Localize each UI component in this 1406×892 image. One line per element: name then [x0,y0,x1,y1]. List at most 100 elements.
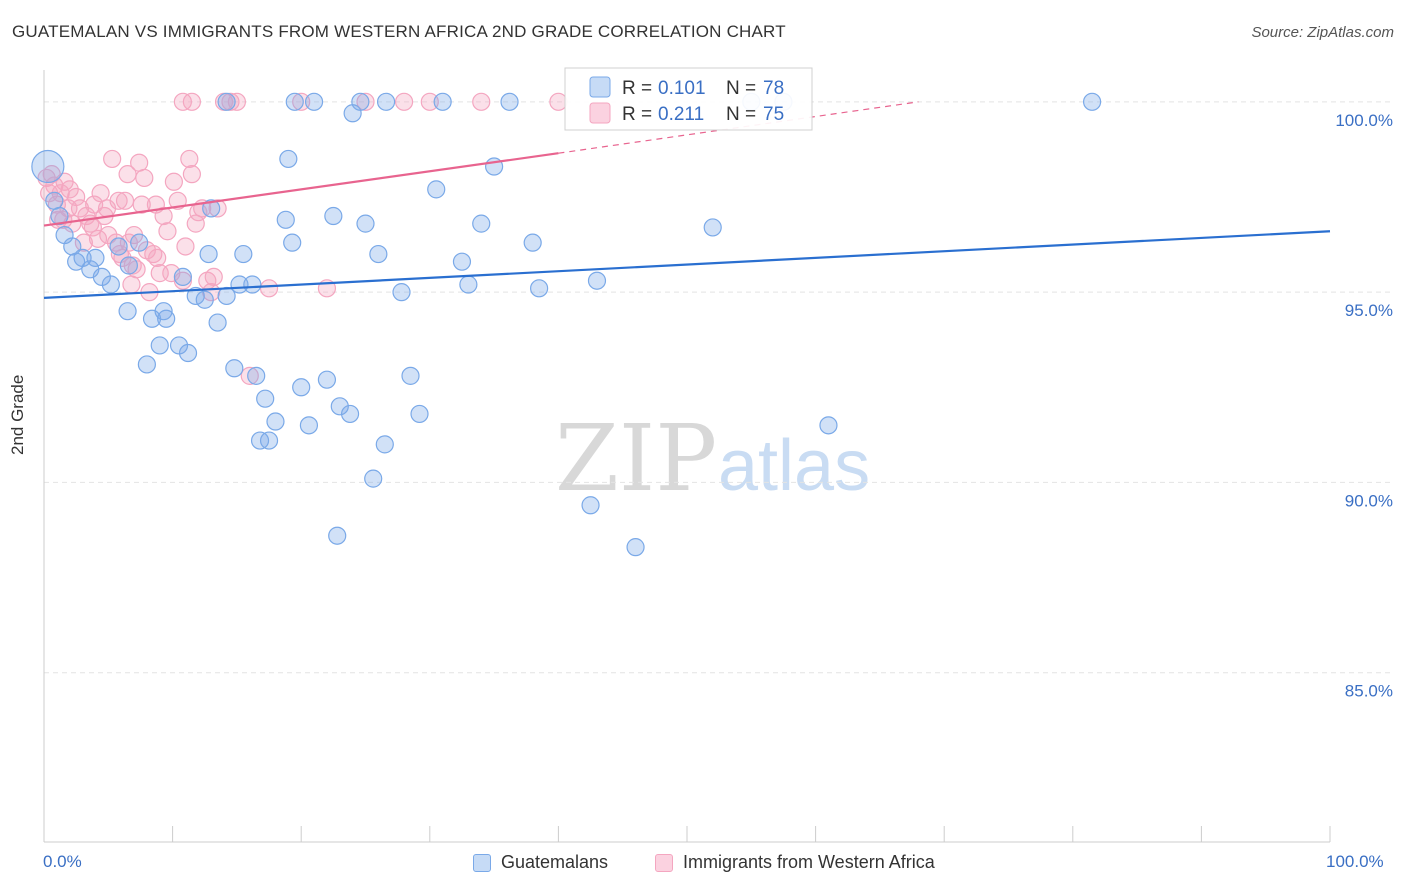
point-wafrica [135,168,154,188]
point-wafrica [148,248,167,267]
point-guatemalans [130,233,149,252]
point-guatemalans [266,412,285,431]
point-guatemalans [137,355,156,374]
point-guatemalans [375,435,394,454]
point-wafrica [180,149,199,169]
point-guatemalans [86,248,105,267]
point-guatemalans [1082,92,1102,111]
point-guatemalans [523,233,542,252]
point-guatemalans [376,92,396,111]
point-guatemalans [157,309,176,328]
point-guatemalans [199,244,218,264]
point-guatemalans [202,199,221,218]
point-guatemalans [392,283,411,302]
point-guatemalans [292,378,311,397]
point-guatemalans [208,313,227,332]
y-tick-label: 95.0% [1345,301,1393,320]
stats-n-label-guatemalans: N = [726,78,756,99]
point-guatemalans [410,404,429,424]
point-wafrica [182,165,201,184]
point-guatemalans [369,244,388,264]
point-guatemalans [530,279,549,298]
stats-n-label-wafrica: N = [726,104,756,125]
point-guatemalans [703,218,722,237]
point-guatemalans [195,290,214,309]
point-guatemalans [401,366,420,385]
point-wafrica [221,92,240,111]
point-wafrica [259,279,279,298]
legend-item-guatemalans[interactable]: Guatemalans [473,852,608,873]
y-tick-label: 85.0% [1345,682,1393,701]
point-wafrica [240,366,259,385]
point-wafrica [549,92,568,111]
point-guatemalans [427,180,446,199]
chart-title: GUATEMALAN VS IMMIGRANTS FROM WESTERN AF… [12,22,786,41]
y-tick-label: 100.0% [1335,111,1393,130]
stats-swatch-guatemalans [589,76,611,98]
point-wafrica [122,275,141,294]
point-wafrica [176,237,195,256]
source-label: Source: ZipAtlas.com [1251,24,1394,41]
legend-swatch-wafrica [655,853,673,872]
stats-r-value-guatemalans: 0.101 [658,78,706,99]
point-guatemalans [472,214,491,233]
point-wafrica [97,199,117,218]
trendline-wafrica [43,152,559,227]
point-guatemalans [243,275,262,294]
point-guatemalans [459,275,478,294]
x-tick-label-max: 100.0% [1326,852,1384,871]
point-guatemalans [283,233,302,252]
stats-r-label-wafrica: R = [622,104,652,125]
point-wafrica [130,153,149,172]
legend-swatch-guatemalans [473,853,491,872]
point-wafrica [60,180,79,199]
point-guatemalans [304,92,324,111]
point-wafrica [123,256,142,275]
point-guatemalans [31,149,65,184]
point-guatemalans [433,92,452,111]
point-wafrica [227,92,246,111]
point-wafrica [88,229,108,248]
point-guatemalans [276,210,295,229]
point-guatemalans [256,389,275,408]
trendline-guatemalans [43,230,1331,299]
point-guatemalans [324,206,343,226]
x-tick-label-min: 0.0% [43,852,82,871]
point-guatemalans [299,416,319,435]
watermark-zip: ZIP [555,405,717,512]
point-guatemalans [317,370,337,389]
point-wafrica [204,267,223,287]
point-guatemalans [587,271,607,290]
watermark-atlas: atlas [718,426,870,506]
point-wafrica [472,92,491,111]
legend-item-wafrica[interactable]: Immigrants from Western Africa [655,852,935,873]
point-wafrica [394,92,414,111]
point-guatemalans [217,92,236,111]
point-guatemalans [178,343,198,363]
point-wafrica [103,149,122,169]
point-guatemalans [109,237,128,256]
point-guatemalans [247,366,266,385]
stats-n-value-guatemalans: 78 [763,78,784,99]
point-guatemalans [340,404,360,424]
point-wafrica [83,218,102,237]
point-guatemalans [452,252,472,271]
point-wafrica [158,222,177,241]
bottom-legend: Guatemalans Immigrants from Western Afri… [0,852,1406,878]
point-wafrica [356,92,375,111]
point-guatemalans [330,397,349,416]
point-wafrica [67,187,86,207]
point-guatemalans [351,92,370,111]
legend-label-wafrica: Immigrants from Western Africa [683,852,935,872]
point-guatemalans [173,267,192,287]
point-wafrica [74,233,93,252]
point-guatemalans [186,286,205,306]
legend-label-guatemalans: Guatemalans [501,852,609,872]
stats-swatch-wafrica [589,102,611,124]
y-tick-label: 90.0% [1345,491,1393,510]
point-guatemalans [626,538,645,557]
point-guatemalans [50,206,69,226]
point-wafrica [164,172,183,191]
point-guatemalans [119,256,138,275]
